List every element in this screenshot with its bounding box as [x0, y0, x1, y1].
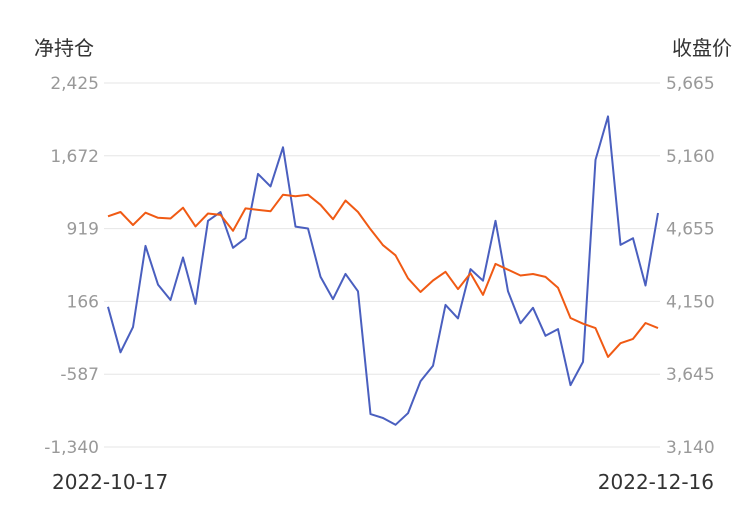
- left-axis-ticks: 2,425 1,672 919 166 -587 -1,340: [44, 74, 99, 458]
- right-tick-label: 5,160: [666, 147, 715, 167]
- right-tick-label: 3,645: [666, 365, 715, 385]
- right-tick-label: 3,140: [666, 438, 715, 458]
- left-tick-label: 1,672: [50, 147, 99, 167]
- right-tick-label: 5,665: [666, 74, 715, 94]
- net-position-line: [107, 115, 659, 426]
- right-tick-label: 4,150: [666, 292, 715, 312]
- series-lines: [107, 115, 659, 426]
- left-axis-title: 净持仓: [34, 36, 94, 60]
- left-tick-label: -587: [60, 365, 99, 385]
- left-tick-label: 919: [67, 220, 99, 240]
- close-price-line: [107, 193, 659, 358]
- right-axis-ticks: 5,665 5,160 4,655 4,150 3,645 3,140: [666, 74, 715, 458]
- right-axis-title: 收盘价: [672, 36, 732, 60]
- x-end-date-label: 2022-12-16: [598, 470, 714, 494]
- grid-lines: [104, 82, 660, 448]
- x-start-date-label: 2022-10-17: [52, 470, 168, 494]
- left-tick-label: 2,425: [50, 74, 99, 94]
- right-tick-label: 4,655: [666, 220, 715, 240]
- left-tick-label: 166: [67, 292, 99, 312]
- left-tick-label: -1,340: [44, 438, 99, 458]
